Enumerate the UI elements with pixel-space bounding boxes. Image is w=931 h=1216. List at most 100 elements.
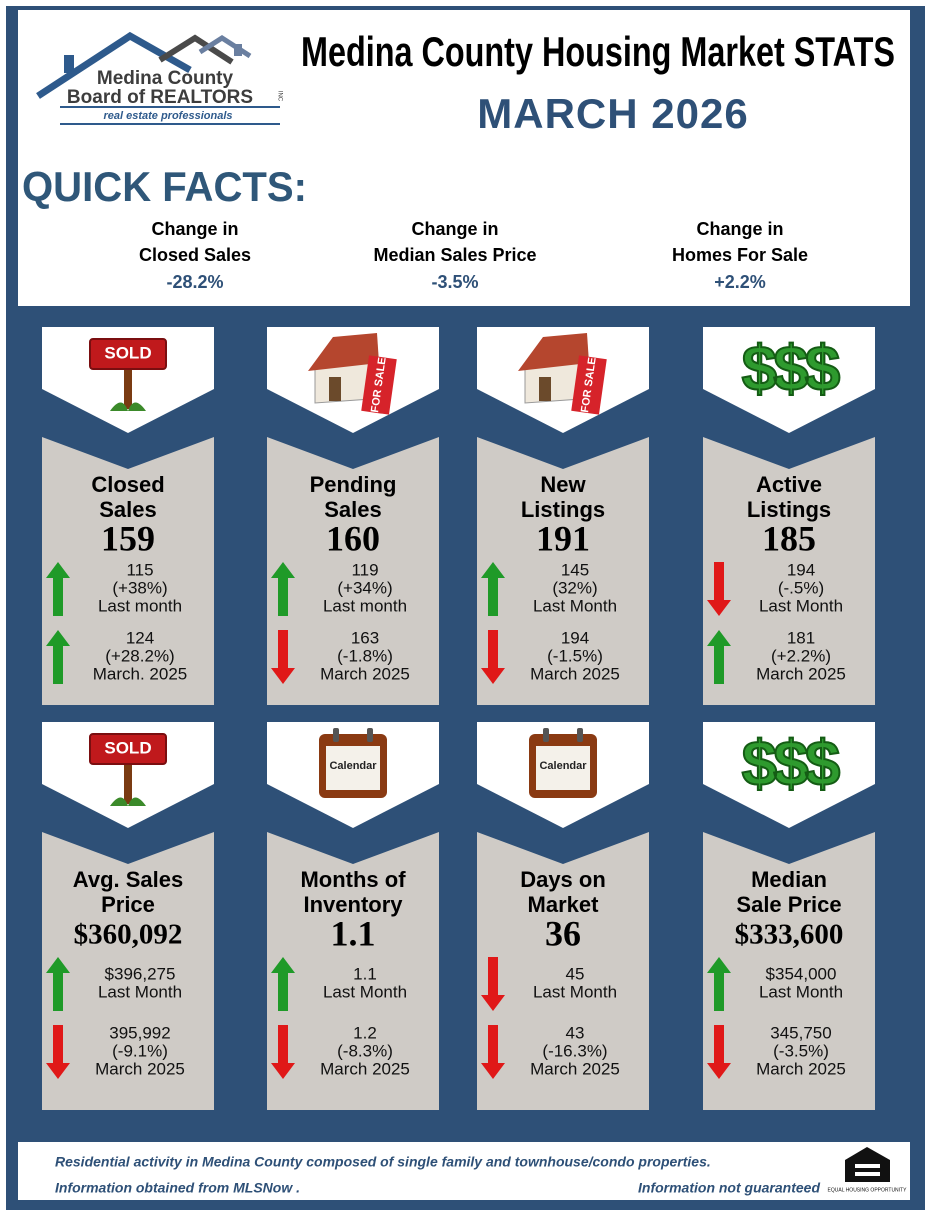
house-door — [539, 377, 551, 401]
comparison-line: March 2025 — [756, 664, 846, 683]
card-title: Inventory — [303, 892, 403, 917]
footer-line2-right: Information not guaranteed — [638, 1180, 820, 1196]
comparison-line: (32%) — [552, 578, 597, 597]
logo-line2: Board of REALTORS — [67, 87, 253, 108]
arrow-down — [271, 1025, 295, 1079]
card-body — [42, 437, 214, 705]
comparison-line: March 2025 — [756, 1059, 846, 1078]
arrow-down — [481, 630, 505, 684]
calendar-label: Calendar — [539, 760, 587, 772]
footer-line2-left: Information obtained from MLSNow . — [55, 1180, 300, 1196]
quick-fact-value: +2.2% — [714, 272, 766, 292]
comparison-line: March 2025 — [320, 664, 410, 683]
comparison-line: 119 — [351, 560, 378, 579]
logo-tagline: real estate professionals — [103, 110, 232, 122]
dollar-signs: $$$ — [742, 727, 840, 799]
card-title: Sales — [324, 497, 382, 522]
sale-sign — [571, 355, 607, 415]
card-value: 1.1 — [331, 913, 376, 953]
comparison-line: $354,000 — [766, 964, 837, 983]
card-body — [477, 437, 649, 705]
comparison-line: 45 — [566, 964, 585, 983]
quick-fact-value: -28.2% — [166, 272, 223, 292]
card-title: Listings — [747, 497, 831, 522]
chimney — [64, 55, 74, 73]
title: Medina County Housing Market STATS — [301, 28, 895, 75]
calendar-page — [536, 746, 590, 790]
card-value: 36 — [545, 913, 581, 953]
comparison-line: (-16.3%) — [542, 1041, 607, 1060]
house-roof — [518, 333, 589, 371]
comparison-line: (+34%) — [337, 578, 392, 597]
card-title: Avg. Sales — [73, 867, 183, 892]
comparison-line: Last Month — [533, 982, 617, 1001]
footer-line1: Residential activity in Medina County co… — [55, 1154, 711, 1170]
comparison-line: (-8.3%) — [337, 1041, 393, 1060]
quick-facts-heading: QUICK FACTS: — [22, 163, 307, 210]
quick-fact-label: Median Sales Price — [373, 245, 536, 265]
comparison-line: March. 2025 — [93, 664, 188, 683]
comparison-line: Last month — [98, 596, 182, 615]
comparison-line: 1.2 — [353, 1023, 377, 1042]
comparison-line: 194 — [787, 560, 815, 579]
card-value: 159 — [101, 518, 155, 558]
comparison-line: 1.1 — [353, 964, 377, 983]
card-title: Pending — [310, 472, 397, 497]
grass — [110, 797, 146, 806]
arrow-up — [46, 562, 70, 616]
arrow-down — [46, 1025, 70, 1079]
arrow-up — [46, 957, 70, 1011]
equal-housing-logo: EQUAL HOUSING OPPORTUNITY — [828, 1147, 908, 1193]
calendar-label: Calendar — [329, 760, 377, 772]
card-title: Closed — [91, 472, 164, 497]
comparison-line: Last month — [323, 596, 407, 615]
card-body — [42, 832, 214, 1110]
arrow-down — [481, 957, 505, 1011]
sign-board — [89, 338, 167, 370]
comparison-line: (-9.1%) — [112, 1041, 168, 1060]
arrow-down — [271, 630, 295, 684]
comparison-line: (+38%) — [112, 578, 167, 597]
comparison-line: 345,750 — [770, 1023, 831, 1042]
card-value: 185 — [762, 518, 816, 558]
quick-fact-value: -3.5% — [431, 272, 478, 292]
card-title: Price — [101, 892, 155, 917]
calendar-ring — [543, 728, 549, 742]
subtitle: MARCH 2026 — [477, 90, 748, 137]
card-value: $360,092 — [74, 919, 183, 951]
comparison-line: March 2025 — [530, 1059, 620, 1078]
sign-board — [89, 733, 167, 765]
comparison-line: $396,275 — [105, 964, 176, 983]
comparison-line: Last Month — [759, 982, 843, 1001]
comparison-line: Last Month — [533, 596, 617, 615]
chimney — [234, 44, 242, 56]
comparison-line: (-.5%) — [778, 578, 824, 597]
comparison-line: (+28.2%) — [105, 646, 174, 665]
comparison-line: (-1.5%) — [547, 646, 603, 665]
calendar-ring — [367, 728, 373, 742]
eho-text: EQUAL HOUSING OPPORTUNITY — [828, 1187, 908, 1193]
comparison-line: 194 — [561, 628, 589, 647]
comparison-line: 115 — [126, 560, 153, 579]
house-door — [329, 377, 341, 401]
quick-fact-label: Change in — [696, 219, 783, 239]
calendar-page — [326, 746, 380, 790]
sign-label: SOLD — [104, 738, 151, 757]
arrow-down — [481, 1025, 505, 1079]
comparison-line: 145 — [561, 560, 589, 579]
comparison-line: Last Month — [323, 982, 407, 1001]
arrow-down — [707, 1025, 731, 1079]
comparison-line: March 2025 — [320, 1059, 410, 1078]
quick-fact-label: Closed Sales — [139, 245, 251, 265]
sale-sign — [361, 355, 397, 415]
comparison-line: Last Month — [98, 982, 182, 1001]
comparison-line: 124 — [126, 628, 154, 647]
footer-panel — [18, 1142, 910, 1200]
